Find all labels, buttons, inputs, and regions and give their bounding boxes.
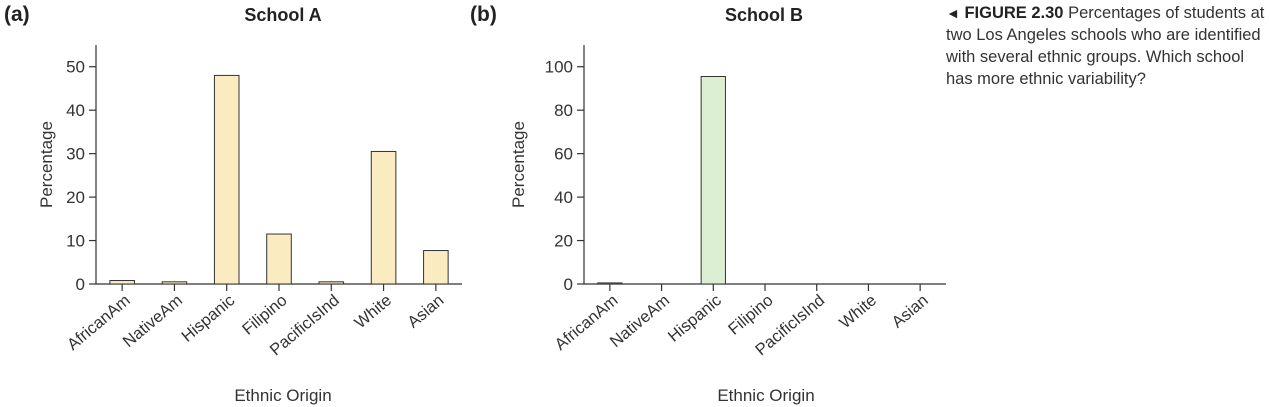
chart-a-y-tick-label: 20 xyxy=(66,188,85,207)
chart-a-y-tick-label: 50 xyxy=(66,58,85,77)
figure-number: FIGURE 2.30 xyxy=(964,4,1064,22)
chart-b-y-tick-label: 60 xyxy=(554,145,573,164)
chart-a-y-axis-label: Percentage xyxy=(37,121,56,208)
chart-b-y-tick-label: 20 xyxy=(554,232,573,251)
chart-a-y-tick-label: 0 xyxy=(76,275,85,294)
chart-b-y-tick-label: 0 xyxy=(564,275,573,294)
chart-b-panel-label: (b) xyxy=(470,3,497,26)
chart-b-x-axis-label: Ethnic Origin xyxy=(717,386,814,405)
caption-arrow-icon: ◄ xyxy=(946,5,960,21)
chart-a-x-tick-label: AfricanAm xyxy=(64,291,134,354)
chart-b-x-tick-label: AfricanAm xyxy=(552,291,622,354)
chart-b-x-tick-label: White xyxy=(836,291,880,332)
figure-caption: ◄ FIGURE 2.30 Percentages of students at… xyxy=(946,2,1266,90)
chart-b-x-tick-label: Hispanic xyxy=(665,291,725,345)
chart-a-title: School A xyxy=(244,5,321,25)
chart-a-bar xyxy=(213,74,240,285)
chart-b-y-axis-label: Percentage xyxy=(509,121,528,208)
chart-a-bar xyxy=(370,150,397,285)
chart-b-x-tick-label: Asian xyxy=(889,291,932,331)
chart-a-bar xyxy=(109,280,135,285)
chart-a-bar xyxy=(423,250,449,285)
chart-a-x-tick-label: White xyxy=(351,291,395,332)
chart-a-bar xyxy=(266,233,292,285)
chart-a-y-tick-label: 40 xyxy=(66,101,85,120)
chart-a-x-tick-label: Hispanic xyxy=(178,291,238,345)
chart-b-y-tick-label: 100 xyxy=(545,58,573,77)
chart-b-title: School B xyxy=(725,5,803,25)
chart-b-y-tick-label: 40 xyxy=(554,188,573,207)
chart-b-bar xyxy=(700,76,726,285)
chart-a-y-tick-label: 30 xyxy=(66,145,85,164)
chart-b-bar xyxy=(597,282,623,285)
chart-a-y-tick-label: 10 xyxy=(66,232,85,251)
chart-b-y-tick-label: 80 xyxy=(554,101,573,120)
chart-a-x-axis-label: Ethnic Origin xyxy=(234,386,331,405)
chart-a-bar xyxy=(318,281,345,285)
caption-text: Percentages of students at two Los Angel… xyxy=(946,4,1265,88)
chart-a-panel-label: (a) xyxy=(4,3,30,26)
chart-a-x-tick-label: Asian xyxy=(404,291,447,331)
chart-a-bar xyxy=(161,281,188,285)
